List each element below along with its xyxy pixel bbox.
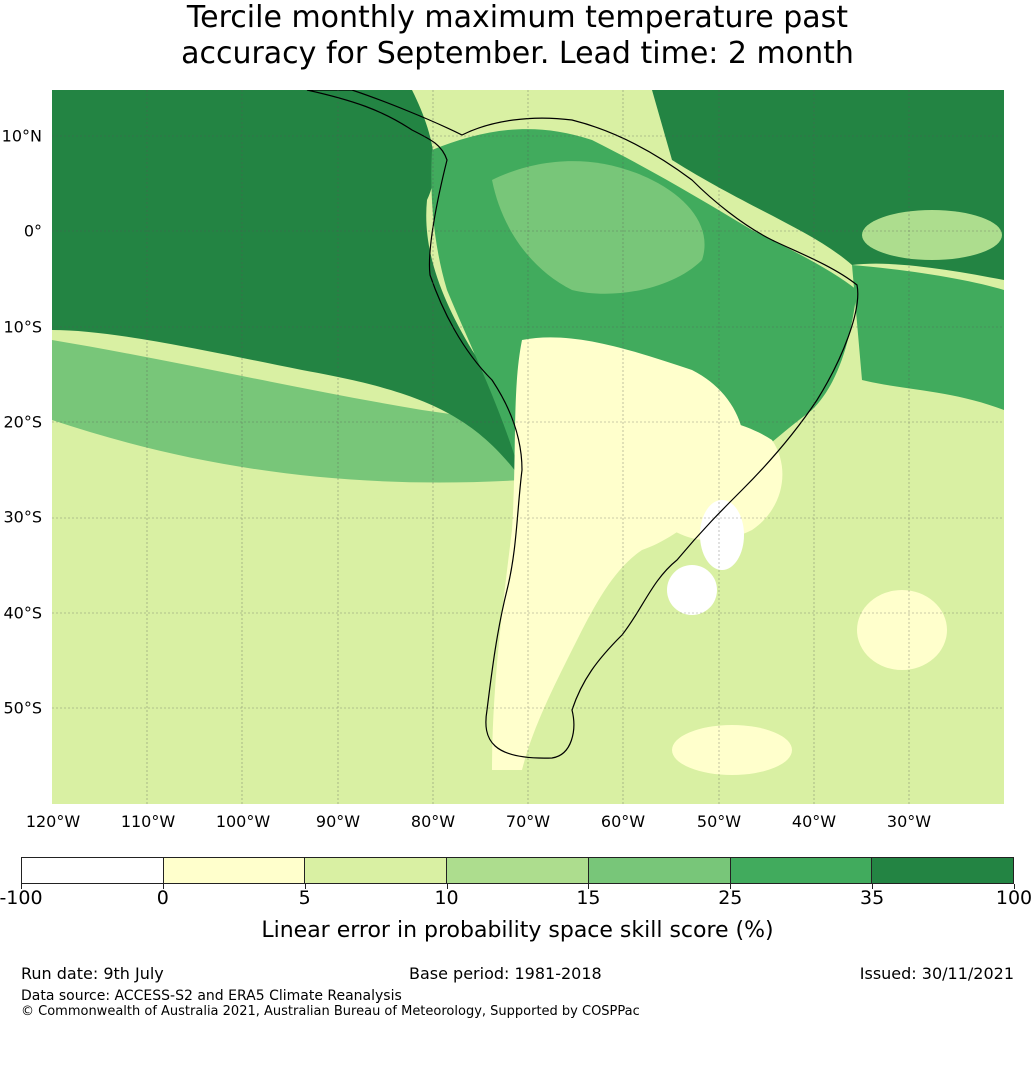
base-period: Base period: 1981-2018 [409, 964, 602, 983]
lon-tick: 40°W [791, 812, 837, 831]
map-title: Tercile monthly maximum temperature past… [0, 0, 1035, 72]
colorbar-tick-label: 15 [576, 887, 601, 909]
colorbar-tick-mark [872, 884, 874, 889]
lat-tick: 40°S [3, 603, 42, 623]
lon-tick: 110°W [120, 812, 176, 831]
white-patch-2 [667, 565, 717, 615]
light-patch-3 [672, 725, 792, 775]
colorbar-tick-label: -100 [0, 887, 43, 909]
colorbar-label: Linear error in probability space skill … [261, 918, 774, 943]
lat-tick: 0° [23, 221, 42, 241]
colorbar-tick-mark [588, 884, 590, 889]
title-line-1: Tercile monthly maximum temperature past [186, 0, 849, 35]
pacific-dark [52, 90, 522, 480]
colorbar-tick-mark [446, 884, 448, 889]
colorbar-segment [729, 858, 872, 883]
gridlines [52, 90, 1004, 804]
lat-tick: 50°S [3, 698, 42, 718]
data-source: Data source: ACCESS-S2 and ERA5 Climate … [21, 988, 402, 1004]
colorbar-segment [587, 858, 730, 883]
skill-score-map [52, 90, 1004, 804]
white-patch-1 [700, 500, 744, 570]
lat-tick: 30°S [3, 507, 42, 527]
colorbar-tick-label: 100 [995, 887, 1033, 909]
lon-tick: 50°W [696, 812, 742, 831]
lon-tick: 100°W [215, 812, 271, 831]
colorbar-tick-label: 5 [298, 887, 311, 909]
colorbar-tick-mark [1014, 884, 1015, 889]
guiana-patch [492, 161, 705, 294]
lon-tick: 70°W [505, 812, 551, 831]
colorbar-tick-label: 0 [156, 887, 169, 909]
colorbar-segment [162, 858, 305, 883]
brazil-light [652, 416, 783, 541]
colorbar [21, 857, 1014, 884]
coastline [306, 90, 859, 759]
colorbar-segment [446, 858, 588, 883]
colorbar-tick-mark [730, 884, 732, 889]
lon-tick: 90°W [315, 812, 361, 831]
colorbar-segment [871, 858, 1014, 883]
light-patch-2 [857, 590, 947, 670]
colorbar-segment [22, 858, 163, 883]
lon-tick: 120°W [25, 812, 81, 831]
title-line-2: accuracy for September. Lead time: 2 mon… [181, 36, 854, 71]
colorbar-segment [304, 858, 447, 883]
mid-band [52, 340, 522, 483]
atlantic-light-patch [862, 210, 1002, 260]
colorbar-tick-mark [304, 884, 306, 889]
issued-date: Issued: 30/11/2021 [859, 964, 1014, 983]
colorbar-tick-mark [162, 884, 164, 889]
lon-tick: 30°W [886, 812, 932, 831]
lat-tick: 20°S [3, 412, 42, 432]
lat-tick: 10°S [3, 317, 42, 337]
copyright: © Commonwealth of Australia 2021, Austra… [21, 1004, 640, 1019]
colorbar-tick-label: 35 [860, 887, 885, 909]
lat-tick: 10°N [1, 126, 42, 146]
run-date: Run date: 9th July [21, 964, 164, 983]
colorbar-tick-label: 10 [434, 887, 459, 909]
colorbar-tick-mark [21, 884, 22, 889]
lon-tick: 80°W [410, 812, 456, 831]
map-canvas [52, 90, 1004, 804]
lon-tick: 60°W [600, 812, 646, 831]
atlantic-green [852, 265, 1004, 410]
colorbar-tick-label: 25 [718, 887, 743, 909]
